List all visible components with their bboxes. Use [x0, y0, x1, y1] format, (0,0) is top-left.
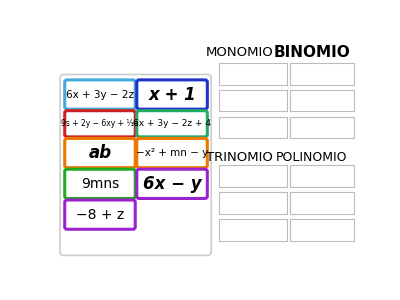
Text: 6x + 3y − 2z: 6x + 3y − 2z — [66, 89, 134, 100]
FancyBboxPatch shape — [137, 111, 207, 137]
Text: BINOMIO: BINOMIO — [274, 45, 350, 60]
FancyBboxPatch shape — [65, 111, 135, 137]
Text: 9s + 2y − 6xy + ⅓a: 9s + 2y − 6xy + ⅓a — [61, 119, 139, 128]
Bar — [219, 192, 287, 214]
Text: −8 + z: −8 + z — [76, 208, 124, 222]
FancyBboxPatch shape — [65, 200, 135, 229]
Bar — [290, 117, 354, 138]
FancyBboxPatch shape — [137, 169, 207, 199]
Bar — [290, 192, 354, 214]
Text: 6x − y: 6x − y — [143, 175, 201, 193]
FancyBboxPatch shape — [65, 138, 135, 168]
Bar — [290, 165, 354, 187]
FancyBboxPatch shape — [60, 74, 211, 256]
Text: 6x + 3y − 2z + 4: 6x + 3y − 2z + 4 — [133, 119, 211, 128]
Bar — [219, 90, 287, 112]
FancyBboxPatch shape — [65, 80, 135, 109]
Text: 9mns: 9mns — [81, 177, 119, 191]
Text: POLINOMIO: POLINOMIO — [276, 151, 348, 164]
Text: −x² + mn − y: −x² + mn − y — [136, 148, 208, 158]
FancyBboxPatch shape — [137, 138, 207, 168]
Text: ab: ab — [88, 144, 112, 162]
Text: MONOMIO: MONOMIO — [206, 46, 274, 59]
Bar — [219, 117, 287, 138]
Text: x + 1: x + 1 — [148, 85, 196, 103]
Bar — [290, 63, 354, 85]
FancyBboxPatch shape — [137, 80, 207, 109]
Bar — [290, 219, 354, 241]
Bar — [219, 63, 287, 85]
Bar — [219, 165, 287, 187]
Bar — [290, 90, 354, 112]
Text: TRINOMIO: TRINOMIO — [206, 151, 273, 164]
Bar — [219, 219, 287, 241]
FancyBboxPatch shape — [65, 169, 135, 199]
